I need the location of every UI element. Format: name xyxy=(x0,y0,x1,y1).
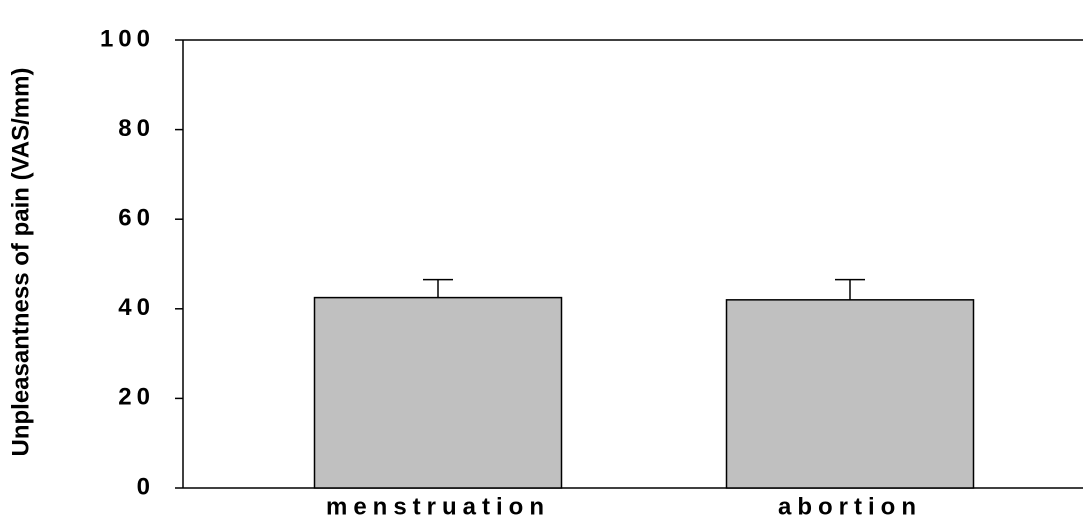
y-tick-label: 20 xyxy=(118,384,155,411)
bar xyxy=(313,296,563,489)
y-tick-label: 40 xyxy=(118,294,155,321)
y-tick-label: 80 xyxy=(118,115,155,142)
y-axis-title: Unpleasantness of pain (VAS/mm) xyxy=(7,68,34,457)
y-tick-label: 60 xyxy=(118,205,155,232)
y-tick-label: 100 xyxy=(100,25,155,52)
y-tick-label: 0 xyxy=(137,473,155,500)
x-tick-label: abortion xyxy=(778,493,922,520)
bar xyxy=(725,299,975,489)
x-tick-label: menstruation xyxy=(326,493,550,520)
